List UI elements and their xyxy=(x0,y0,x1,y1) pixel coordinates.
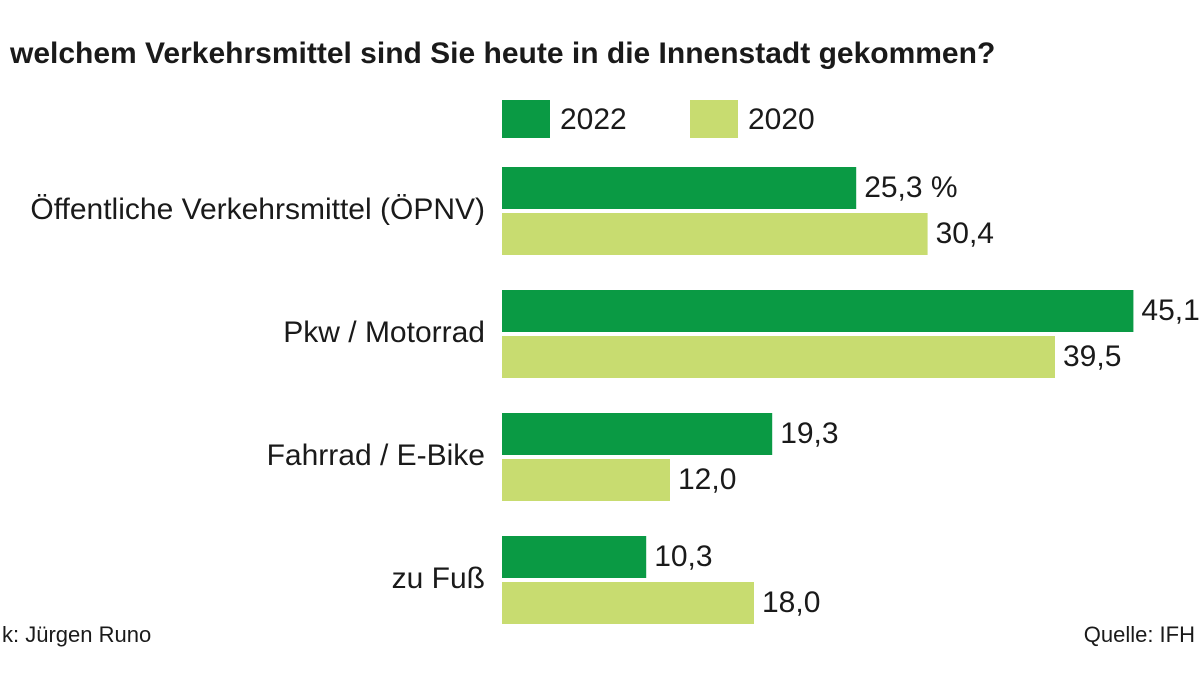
legend-label: 2022 xyxy=(560,103,627,136)
value-label: 12,0 xyxy=(678,463,736,496)
bar xyxy=(502,582,754,624)
bar xyxy=(502,290,1134,332)
bar xyxy=(502,213,928,255)
chart-title: welchem Verkehrsmittel sind Sie heute in… xyxy=(9,37,995,70)
value-label: 10,3 xyxy=(654,540,712,573)
bar xyxy=(502,167,857,209)
value-label: 39,5 xyxy=(1063,340,1121,373)
legend-label: 2020 xyxy=(748,103,815,136)
bar xyxy=(502,413,773,455)
legend-swatch xyxy=(502,100,550,138)
value-label: 18,0 xyxy=(762,586,820,619)
credit: k: Jürgen Runo xyxy=(2,622,151,647)
value-label: 25,3 % xyxy=(864,171,957,204)
category-label: Fahrrad / E-Bike xyxy=(267,439,485,472)
category-label: Öffentliche Verkehrsmittel (ÖPNV) xyxy=(30,193,485,226)
bar xyxy=(502,536,647,578)
source: Quelle: IFH xyxy=(1084,622,1195,647)
value-label: 30,4 xyxy=(936,217,994,250)
value-label: 19,3 xyxy=(780,417,838,450)
legend-swatch xyxy=(690,100,738,138)
value-label: 45,1 xyxy=(1141,294,1199,327)
category-label: Pkw / Motorrad xyxy=(283,316,485,349)
bar xyxy=(502,336,1055,378)
bar xyxy=(502,459,670,501)
category-label: zu Fuß xyxy=(392,562,485,595)
